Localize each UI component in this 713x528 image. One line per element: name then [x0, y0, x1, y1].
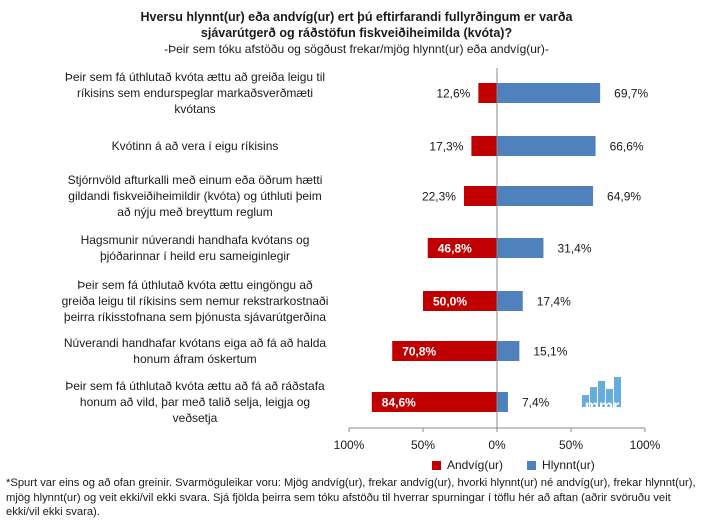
data-label-hlynnt: 66,6%: [610, 140, 644, 154]
category-label: ríkisins sem endurspeglar markaðsverðmæt…: [76, 86, 314, 100]
category-label: gildandi fiskveiðiheimildir (kvóta) og ú…: [68, 189, 322, 203]
bar-andvig: [478, 83, 497, 103]
category-label: þeirra ríkisstofnana sem þjónusta sjávar…: [63, 310, 327, 324]
bar-hlynnt: [497, 83, 601, 103]
logo-bar: [582, 395, 589, 407]
category-label: Hagsmunir núverandi handhafa kvótans og: [80, 233, 310, 247]
category-label: Þeir sem fá úthlutað kvóta ættu eingöngu…: [77, 278, 313, 292]
logo-bar: [606, 389, 613, 407]
category-label: Þeir sem fá úthlutað kvóta ættu að fá að…: [65, 379, 325, 393]
data-label-hlynnt: 69,7%: [614, 87, 648, 101]
category-label: Kvótinn á að vera í eigu ríkisins: [111, 139, 279, 153]
footnote: *Spurt var eins og að ofan greinir. Svar…: [6, 477, 696, 518]
bar-andvig: [392, 341, 497, 361]
category-label: Þeir sem fá úthlutað kvóta ættu að greið…: [64, 70, 326, 84]
bar-andvig: [463, 186, 497, 206]
data-label-andvig: 46,8%: [438, 242, 472, 256]
chart-title-line-2: sjávarútgerð og ráðstöfun fiskveiðiheimi…: [200, 26, 513, 40]
data-label-hlynnt: 31,4%: [557, 242, 591, 256]
x-tick-label: 0%: [488, 438, 506, 452]
data-label-hlynnt: 64,9%: [607, 190, 641, 204]
legend-label-andvig: Andvíg(ur): [447, 458, 504, 472]
category-label: honum að vild, þar með talið selja, leig…: [79, 395, 311, 409]
category-label: greiða leigu til ríkisins sem nemur reks…: [61, 294, 329, 308]
legend-swatch-hlynnt: [527, 460, 537, 470]
category-label: Núverandi handhafar kvótans eiga að fá a…: [63, 336, 327, 350]
bar-andvig: [423, 291, 497, 311]
bar-hlynnt: [497, 136, 596, 156]
logo-text: mmr: [585, 398, 620, 415]
chart-subtitle: -Þeir sem tóku afstöðu og sögðust frekar…: [164, 42, 549, 56]
data-label-andvig: 12,6%: [436, 87, 470, 101]
data-label-andvig: 84,6%: [382, 396, 416, 410]
data-label-andvig: 22,3%: [422, 190, 456, 204]
data-label-andvig: 17,3%: [429, 140, 463, 154]
category-label: að nýju með breyttum reglum: [117, 205, 273, 219]
x-tick-label: 100%: [334, 438, 365, 452]
x-tick-label: 50%: [559, 438, 583, 452]
data-label-hlynnt: 17,4%: [537, 295, 571, 309]
legend: Andvíg(ur) Hlynnt(ur): [432, 458, 595, 472]
x-tick-label: 50%: [411, 438, 435, 452]
category-label: Stjórnvöld afturkalli með einum eða öðru…: [67, 173, 323, 187]
bar-hlynnt: [497, 341, 520, 361]
chart-title-line-1: Hversu hlynnt(ur) eða andvíg(ur) ert þú …: [140, 10, 573, 24]
bar-hlynnt: [497, 238, 544, 258]
data-label-hlynnt: 7,4%: [522, 396, 550, 410]
category-label: honum áfram óskertum: [133, 352, 257, 366]
category-label: þjóðarinnar í heild eru sameiginlegir: [99, 249, 291, 263]
bar-hlynnt: [497, 291, 523, 311]
legend-label-hlynnt: Hlynnt(ur): [542, 458, 595, 472]
legend-swatch-andvig: [432, 460, 441, 470]
data-label-andvig: 70,8%: [402, 345, 436, 359]
x-tick-label: 100%: [630, 438, 661, 452]
category-label: veðsetja: [172, 411, 218, 425]
logo-bar: [598, 381, 605, 407]
bar-hlynnt: [497, 186, 594, 206]
data-label-hlynnt: 15,1%: [533, 345, 567, 359]
category-label: kvótans: [174, 102, 216, 116]
data-label-andvig: 50,0%: [433, 295, 467, 309]
bar-andvig: [371, 392, 497, 412]
logo-bar: [614, 377, 621, 407]
logo-bar: [590, 387, 597, 407]
bar-andvig: [427, 238, 497, 258]
bar-hlynnt: [497, 392, 508, 412]
bar-andvig: [471, 136, 497, 156]
